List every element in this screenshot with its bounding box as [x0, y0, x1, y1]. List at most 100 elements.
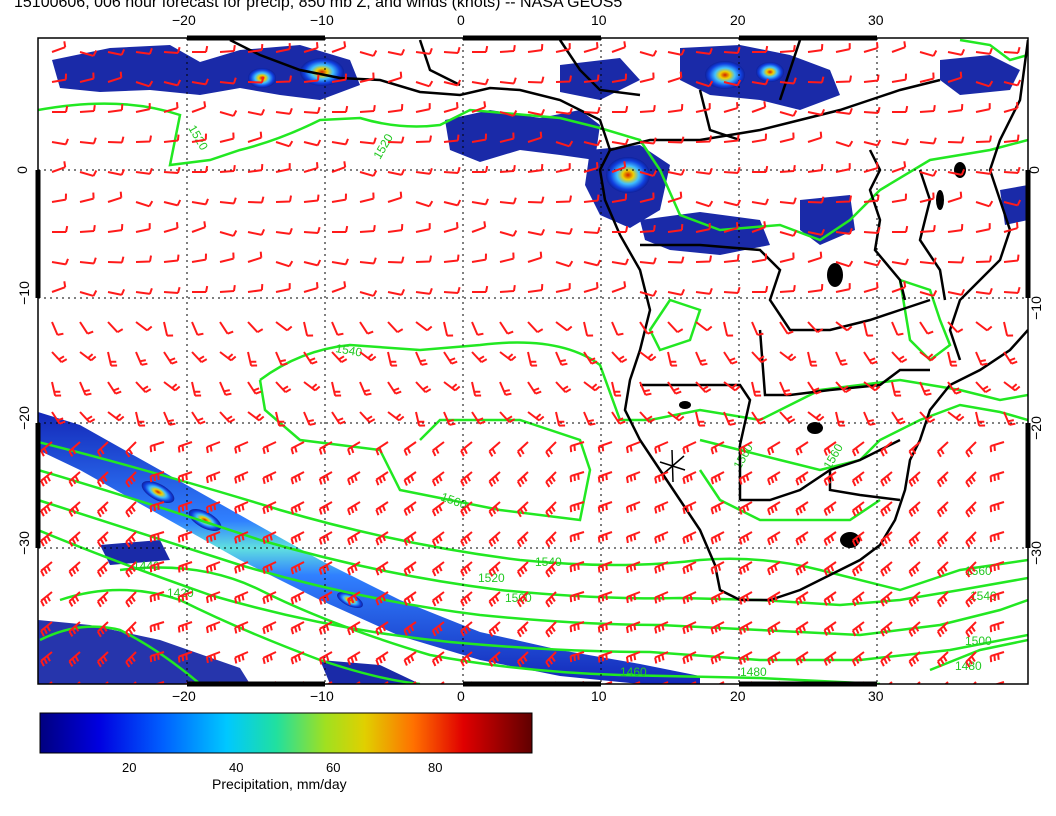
wind-barb [583, 282, 599, 293]
wind-barb [516, 561, 529, 578]
wind-barb [96, 501, 109, 518]
wind-barb [527, 229, 546, 236]
wind-barb [135, 223, 151, 233]
wind-barb [583, 42, 599, 53]
wind-barb [947, 411, 965, 422]
wind-barb [545, 501, 557, 518]
colorbar-tick-label: 80 [428, 760, 443, 775]
wind-barb [682, 621, 697, 635]
wind-barb [403, 531, 417, 546]
wind-barb [723, 254, 740, 263]
wind-barb [290, 651, 305, 665]
wind-barb [488, 441, 501, 457]
wind-barb [125, 651, 137, 668]
wind-barb [219, 411, 236, 424]
wind-barb [415, 80, 434, 88]
wind-barb [205, 471, 221, 484]
wind-barb [79, 290, 98, 297]
wind-barb [135, 411, 146, 427]
wind-barb [403, 501, 417, 516]
wind-barb [359, 72, 375, 83]
wind-barb [331, 258, 349, 266]
wind-barb [107, 169, 126, 176]
wind-barb [387, 256, 405, 264]
wind-barb [303, 381, 321, 392]
wind-barb [247, 109, 266, 116]
wind-barb [919, 72, 935, 83]
wind-barb [667, 351, 678, 367]
wind-barb [107, 136, 125, 144]
wind-barb [472, 165, 489, 173]
wind-barb [597, 531, 613, 543]
wind-barb [1003, 411, 1016, 426]
wind-barb [908, 531, 921, 547]
wind-barb [936, 651, 949, 668]
wind-barb [555, 381, 572, 394]
wind-barb [415, 167, 433, 175]
wind-barb [387, 136, 405, 144]
wind-barb [331, 73, 347, 83]
wind-barb [415, 223, 431, 233]
wind-barb [1003, 321, 1014, 337]
wind-barb [247, 131, 263, 143]
wind-barb [611, 73, 627, 83]
wind-barb [919, 137, 937, 145]
wind-barb [965, 651, 977, 668]
wind-barb [807, 284, 824, 293]
wind-barb [247, 44, 264, 53]
wind-barb [135, 381, 152, 394]
wind-barb [527, 284, 544, 293]
wind-barb [191, 381, 202, 397]
wind-barb [96, 621, 109, 638]
wind-barb [177, 591, 193, 603]
wind-barb [851, 441, 865, 457]
wind-barb [219, 230, 238, 237]
top-lon-label: 20 [730, 12, 746, 28]
wind-barb [807, 411, 825, 422]
wind-barb [177, 531, 193, 543]
wind-barb [375, 441, 389, 456]
wind-barb [1003, 351, 1018, 365]
wind-barb [863, 282, 879, 293]
wind-barb [68, 531, 81, 547]
wind-barb [443, 254, 460, 263]
wind-barb [723, 79, 742, 87]
wind-barb [919, 290, 938, 297]
wind-barb [723, 222, 739, 233]
wind-barb [975, 255, 992, 263]
wind-barb [79, 137, 97, 145]
wind-barb [303, 139, 322, 147]
wind-barb [431, 501, 445, 517]
wind-barb [989, 621, 1005, 633]
wind-barb [695, 381, 712, 394]
wind-barb [332, 225, 349, 233]
wind-barb [880, 621, 893, 637]
wind-barb [908, 651, 921, 667]
wind-barb [738, 561, 753, 575]
wind-barb [779, 230, 798, 237]
wind-barb [79, 50, 98, 57]
wind-barb [975, 223, 991, 233]
wind-barb [710, 471, 725, 485]
wind-barb [79, 321, 94, 335]
wind-barb [516, 621, 529, 638]
wind-barb [807, 196, 825, 204]
wind-barb [415, 103, 431, 113]
wind-barb [667, 224, 684, 233]
wind-barb [79, 411, 96, 424]
wind-barb [40, 561, 53, 577]
wind-barb [443, 222, 459, 233]
wind-barb [723, 411, 736, 426]
wind-barb [177, 561, 193, 573]
contour-label: 1520 [478, 571, 505, 585]
wind-barb [219, 164, 236, 173]
wind-barb [965, 591, 977, 608]
wind-barb [359, 411, 376, 424]
wind-barb [654, 501, 669, 514]
wind-barb [460, 621, 473, 637]
wind-barb [965, 621, 977, 638]
wind-barb [667, 411, 685, 422]
wind-barb [135, 47, 153, 55]
wind-barb [303, 74, 320, 83]
